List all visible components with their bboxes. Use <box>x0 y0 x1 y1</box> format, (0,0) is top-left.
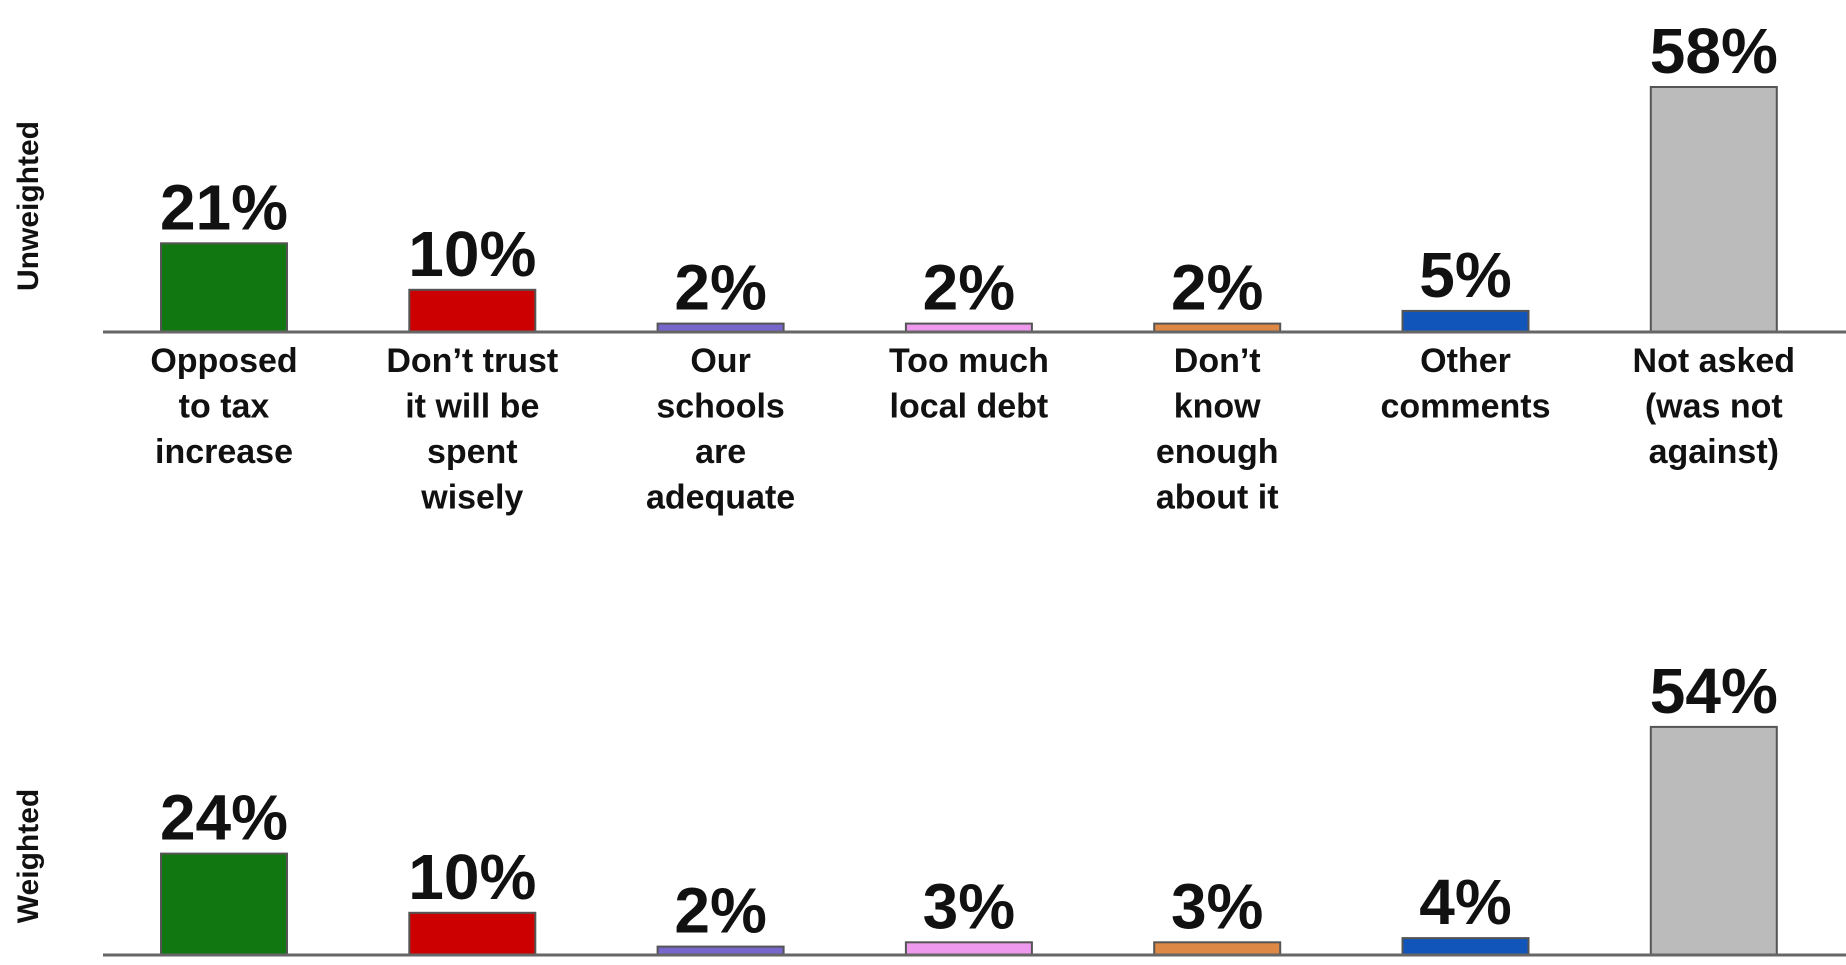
category-label-line: know <box>1174 388 1261 426</box>
category-label-line: it will be <box>405 388 539 426</box>
category-label-line: enough <box>1156 433 1279 471</box>
category-label-line: Not asked <box>1633 342 1796 380</box>
category-label: Other comments <box>1380 342 1550 426</box>
category-label-line: (was not <box>1645 388 1783 426</box>
category-label-line: Other <box>1420 342 1511 380</box>
category-label-line: adequate <box>646 479 795 517</box>
data-label: 2% <box>674 875 767 947</box>
category-label: Our schools are adequate <box>646 342 795 517</box>
bar <box>1401 309 1530 333</box>
category-label: Not asked (was not against) <box>1633 342 1796 471</box>
category-label-line: spent <box>427 433 518 471</box>
data-label: 10% <box>408 841 536 913</box>
category-label-line: local debt <box>890 388 1049 426</box>
category-label: Don’t trust it will be spent wisely <box>386 342 558 517</box>
category-label: Opposed to tax increase <box>150 342 297 471</box>
category-label-line: Too much <box>889 342 1049 380</box>
category-label-line: about it <box>1156 479 1279 517</box>
data-label: 5% <box>1419 239 1512 311</box>
data-label: 4% <box>1419 866 1512 938</box>
category-label-line: are <box>695 433 746 471</box>
bar <box>408 911 537 956</box>
data-label: 2% <box>674 252 767 324</box>
bar <box>1153 941 1282 956</box>
data-label: 3% <box>923 870 1016 942</box>
data-label: 3% <box>1171 870 1264 942</box>
bar <box>408 288 537 333</box>
bar <box>160 852 288 956</box>
chart-panel-weighted: Weighted 24% 10% 2% 3% 3% 4% 54% <box>12 655 1846 957</box>
data-label: 24% <box>160 782 288 854</box>
category-label-line: Opposed <box>150 342 297 380</box>
category-label-line: increase <box>155 433 293 471</box>
category-label-line: Don’t <box>1174 342 1261 380</box>
category-label: Don’t know enough about it <box>1156 342 1279 517</box>
category-label-line: comments <box>1380 388 1550 426</box>
data-label: 58% <box>1650 15 1778 87</box>
category-label-line: Our <box>690 342 750 380</box>
category-label-line: to tax <box>179 388 270 426</box>
data-label: 54% <box>1650 655 1778 727</box>
data-label: 21% <box>160 171 288 243</box>
bar <box>904 941 1033 956</box>
bar <box>1649 725 1778 957</box>
data-label: 2% <box>1171 252 1264 324</box>
bar <box>160 242 288 333</box>
category-label-line: wisely <box>420 479 523 517</box>
bar <box>1649 86 1778 333</box>
panel-label: Unweighted <box>12 121 45 291</box>
panel-label: Weighted <box>12 789 45 923</box>
data-label: 2% <box>923 252 1016 324</box>
data-label: 10% <box>408 218 536 290</box>
category-label-line: Don’t trust <box>386 342 558 380</box>
chart-panel-unweighted: Unweighted 21% 10% 2% 2% 2% 5% 58% Opposed to tax… <box>12 15 1846 517</box>
category-label: Too much local debt <box>889 342 1049 426</box>
category-label-line: schools <box>656 388 784 426</box>
bar <box>1401 937 1530 956</box>
category-label-line: against) <box>1649 433 1779 471</box>
